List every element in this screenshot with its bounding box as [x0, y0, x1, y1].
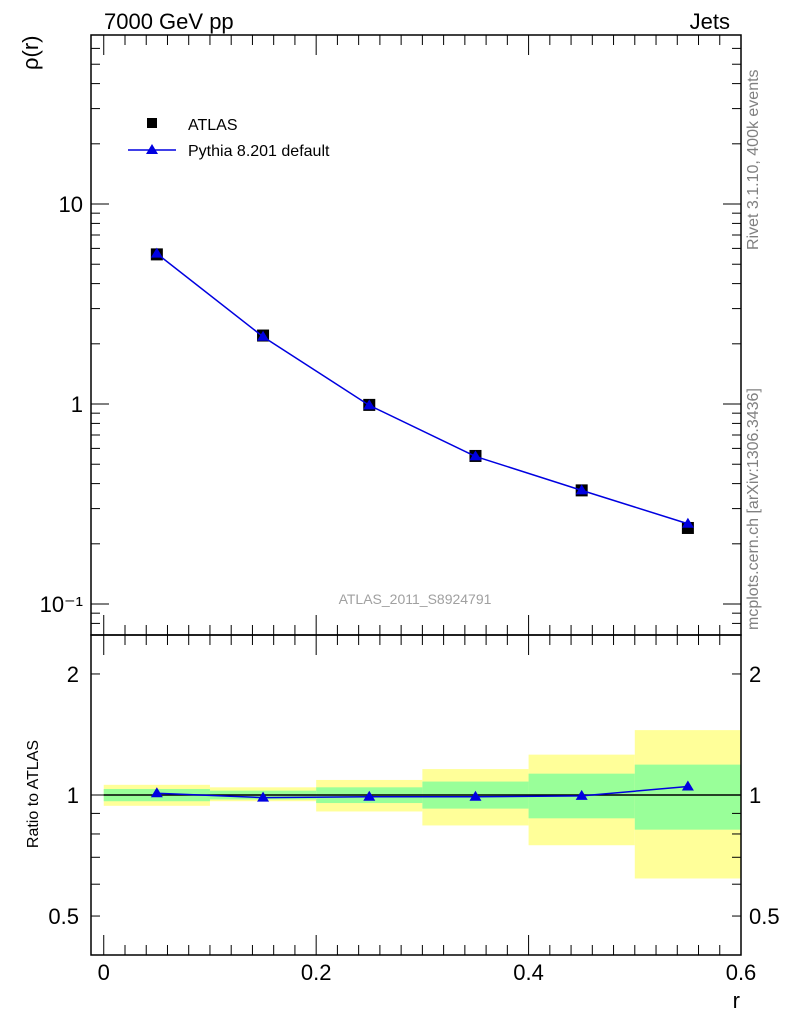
ratio-mc-line	[156, 785, 688, 799]
main-y-tick-label: 1	[71, 392, 83, 417]
x-tick-label: 0.6	[726, 960, 757, 985]
mc-marker-3	[469, 450, 482, 461]
main-y-tick-label: 10	[59, 192, 83, 217]
ratio-mc-marker-4	[575, 789, 588, 800]
ratio-y-tick-label-right: 1	[749, 783, 761, 808]
ratio-mc-marker-2	[363, 790, 376, 801]
main-ylabel: ρ(r)	[18, 36, 43, 71]
x-tick-label: 0.2	[301, 960, 332, 985]
mc-marker-0	[150, 247, 163, 258]
rivet-label: Rivet 3.1.10, 400k events	[745, 69, 762, 250]
main-y-tick-label: 10⁻¹	[40, 592, 83, 617]
ratio-ylabel: Ratio to ATLAS	[25, 740, 42, 848]
ratio-bands	[103, 730, 741, 879]
legend-mc-label: Pythia 8.201 default	[188, 143, 330, 160]
mcplots-label: mcplots.cern.ch [arXiv:1306.3436]	[745, 388, 762, 630]
x-axis-label: r	[733, 988, 740, 1013]
ratio-mc-marker-1	[257, 791, 270, 802]
legend-mc-marker	[146, 144, 158, 154]
mc-marker-1	[257, 330, 270, 341]
ratio-inner-band-5	[634, 764, 741, 830]
analysis-annotation: ATLAS_2011_S8924791	[339, 591, 492, 607]
mc-marker-5	[681, 517, 694, 528]
header-right: Jets	[690, 9, 730, 34]
ratio-y-tick-label-right: 2	[749, 662, 761, 687]
legend-atlas-marker	[147, 118, 157, 128]
x-tick-label: 0.4	[513, 960, 544, 985]
ratio-marks	[103, 780, 741, 802]
x-tick-label: 0	[98, 960, 110, 985]
legend-atlas-label: ATLAS	[188, 117, 238, 134]
main-marks	[150, 247, 694, 534]
ratio-mc-marker-3	[469, 790, 482, 801]
header-left: 7000 GeV pp	[104, 9, 234, 34]
ratio-mc-marker-5	[681, 780, 694, 791]
ratio-y-tick-label: 2	[67, 662, 79, 687]
ratio-y-tick-label: 1	[67, 783, 79, 808]
ratio-mc-marker-0	[150, 787, 163, 798]
ratio-y-tick-label: 0.5	[48, 904, 79, 929]
mc-marker-4	[575, 484, 588, 495]
mc-marker-2	[363, 399, 376, 410]
legend: ATLAS Pythia 8.201 default	[128, 117, 330, 160]
mc-line	[156, 253, 689, 525]
ratio-y-tick-label-right: 0.5	[749, 904, 780, 929]
axes: 10⁻¹ 1 10 0.5 0.5 1 1 2 2 0 0.2 0.4 0.6	[40, 34, 780, 985]
